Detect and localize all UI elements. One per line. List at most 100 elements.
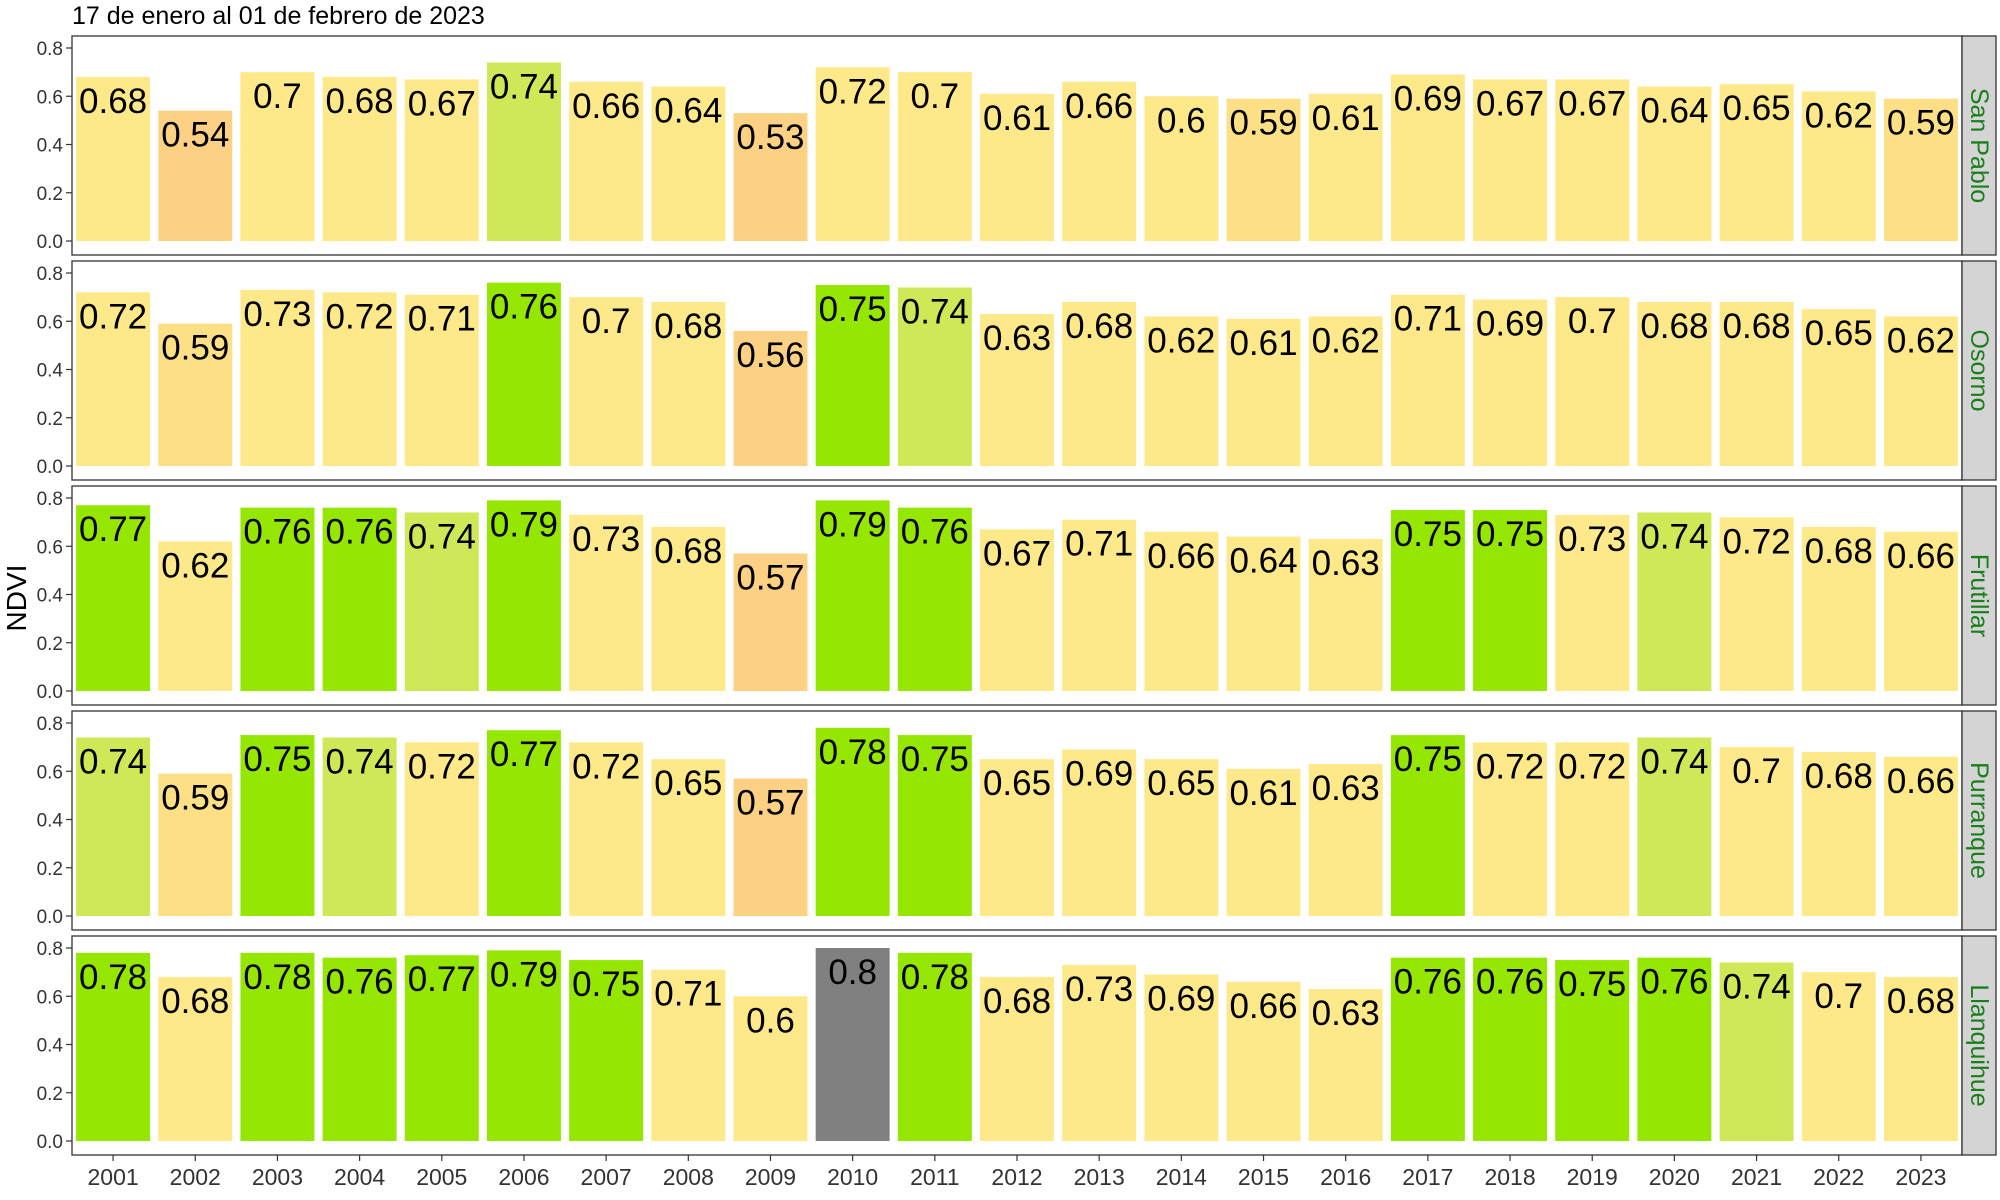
data-label: 0.7 <box>253 77 302 116</box>
y-tick-label: 0.6 <box>37 87 63 108</box>
data-label: 0.72 <box>572 747 640 786</box>
x-tick-label: 2003 <box>252 1164 303 1190</box>
data-label: 0.66 <box>1887 762 1955 801</box>
data-label: 0.63 <box>1312 544 1380 583</box>
facet-label: Frutillar <box>1965 554 1993 637</box>
data-label: 0.63 <box>1312 769 1380 808</box>
x-tick-label: 2010 <box>827 1164 878 1190</box>
data-label: 0.74 <box>79 742 147 781</box>
data-label: 0.69 <box>1476 305 1544 344</box>
y-axis-title: NDVI <box>1 565 32 632</box>
data-label: 0.67 <box>1558 84 1626 123</box>
bar <box>404 512 479 691</box>
bar <box>404 955 479 1141</box>
bar <box>1637 512 1712 691</box>
bar <box>240 507 315 691</box>
data-label: 0.72 <box>1558 747 1626 786</box>
bar <box>815 500 890 691</box>
bar <box>1144 316 1219 466</box>
data-label: 0.61 <box>983 99 1051 138</box>
data-label: 0.57 <box>736 558 804 597</box>
bar <box>569 742 644 916</box>
data-label: 0.72 <box>1476 747 1544 786</box>
y-tick-label: 0.8 <box>37 714 63 735</box>
data-label: 0.66 <box>1887 537 1955 576</box>
data-label: 0.73 <box>1558 520 1626 559</box>
data-label: 0.68 <box>79 82 147 121</box>
data-label: 0.7 <box>1732 752 1781 791</box>
data-label: 0.59 <box>1887 104 1955 143</box>
data-label: 0.72 <box>1723 522 1791 561</box>
bar <box>1473 79 1548 241</box>
bar <box>404 742 479 916</box>
data-label: 0.62 <box>1312 321 1380 360</box>
data-label: 0.74 <box>490 67 558 106</box>
data-label: 0.75 <box>572 965 640 1004</box>
x-tick-label: 2018 <box>1484 1164 1535 1190</box>
bar <box>1473 299 1548 466</box>
bar <box>158 323 233 466</box>
data-label: 0.72 <box>79 297 147 336</box>
bar <box>1144 974 1219 1141</box>
data-label: 0.77 <box>490 735 558 774</box>
data-label: 0.53 <box>736 118 804 157</box>
bar <box>1390 74 1465 241</box>
data-label: 0.65 <box>1723 89 1791 128</box>
data-label: 0.71 <box>1065 525 1133 564</box>
data-label: 0.7 <box>1814 977 1863 1016</box>
bar <box>1226 98 1301 241</box>
data-label: 0.74 <box>326 742 394 781</box>
bar <box>1637 957 1712 1141</box>
data-label: 0.59 <box>1229 104 1297 143</box>
bar <box>1144 96 1219 241</box>
y-tick-label: 0.2 <box>37 859 63 880</box>
data-label: 0.64 <box>1229 542 1297 581</box>
bar <box>1555 514 1630 691</box>
y-tick-label: 0.8 <box>37 39 63 60</box>
bar <box>76 505 151 691</box>
bar <box>1308 764 1383 916</box>
data-label: 0.68 <box>983 982 1051 1021</box>
x-tick-label: 2013 <box>1074 1164 1125 1190</box>
data-label: 0.71 <box>1394 300 1462 339</box>
data-label: 0.74 <box>1640 742 1708 781</box>
bar <box>897 735 972 916</box>
bar <box>1226 318 1301 466</box>
y-tick-label: 0.2 <box>37 409 63 430</box>
bar <box>980 976 1054 1141</box>
data-label: 0.72 <box>408 747 476 786</box>
bar <box>1473 957 1548 1141</box>
bar <box>1801 972 1876 1141</box>
bar <box>1390 294 1465 466</box>
data-label: 0.7 <box>910 77 959 116</box>
x-tick-label: 2011 <box>910 1164 959 1190</box>
y-tick-label: 0.0 <box>37 682 63 703</box>
y-tick-label: 0.6 <box>37 987 63 1008</box>
bar <box>1308 989 1383 1141</box>
data-label: 0.64 <box>654 92 722 131</box>
facet-strip <box>1961 485 1997 706</box>
bar <box>404 294 479 466</box>
bar <box>1062 81 1137 242</box>
bar <box>1637 86 1712 241</box>
data-label: 0.59 <box>161 329 229 368</box>
data-label: 0.79 <box>490 955 558 994</box>
bar <box>980 93 1054 242</box>
facet-label: San Pablo <box>1965 88 1993 203</box>
bar <box>1719 747 1794 916</box>
bar <box>1473 510 1548 691</box>
bar <box>733 113 808 241</box>
y-tick-label: 0.6 <box>37 537 63 558</box>
bar <box>1719 962 1794 1141</box>
data-label: 0.61 <box>1229 774 1297 813</box>
data-label: 0.78 <box>901 958 969 997</box>
bar <box>1637 737 1712 916</box>
y-tick-label: 0.2 <box>37 1084 63 1105</box>
y-tick-label: 0.6 <box>37 762 63 783</box>
data-label: 0.74 <box>1640 517 1708 556</box>
bar <box>1226 981 1301 1141</box>
bar <box>1555 960 1630 1141</box>
data-label: 0.62 <box>1147 321 1215 360</box>
bar <box>1883 756 1958 916</box>
data-label: 0.75 <box>1394 515 1462 554</box>
